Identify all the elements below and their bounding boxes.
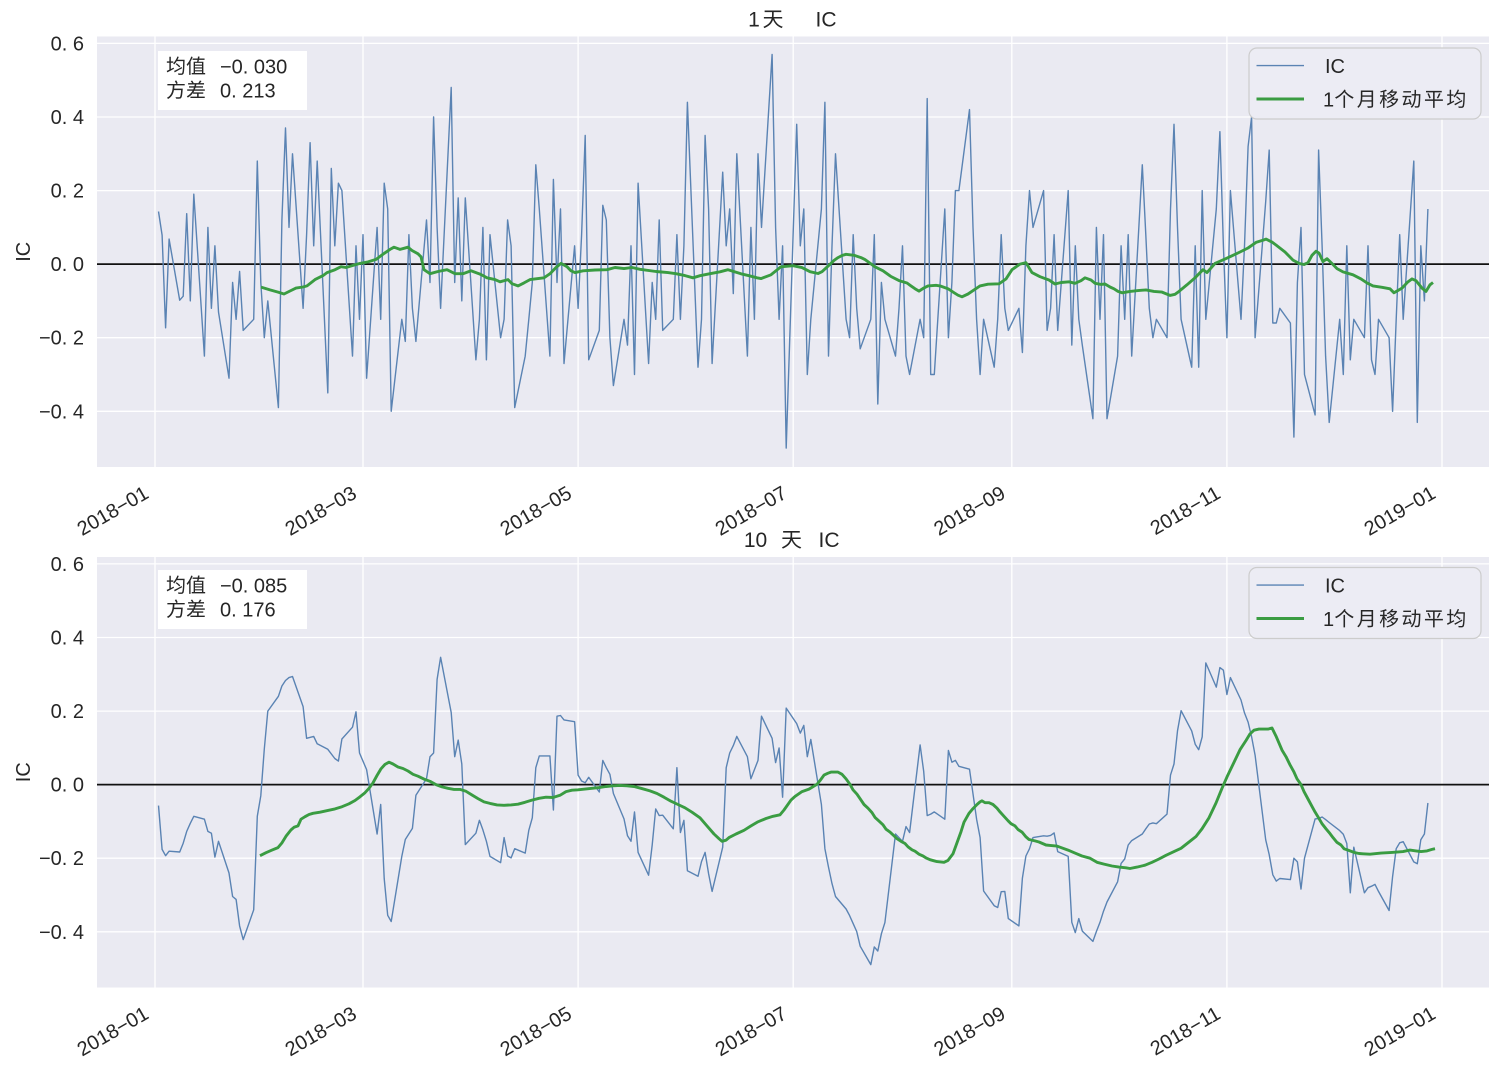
- svg-text:0. 4: 0. 4: [51, 628, 84, 650]
- svg-text:IC: IC: [819, 529, 840, 552]
- svg-text:−0. 2: −0. 2: [39, 328, 84, 350]
- svg-text:−0. 085: −0. 085: [220, 575, 287, 597]
- svg-text:IC: IC: [1325, 575, 1345, 597]
- svg-text:−0. 030: −0. 030: [220, 56, 287, 78]
- svg-text:IC: IC: [1325, 56, 1345, 78]
- svg-text:1: 1: [1323, 89, 1334, 111]
- svg-text:0. 0: 0. 0: [51, 254, 84, 276]
- svg-text:10: 10: [744, 529, 767, 552]
- svg-text:IC: IC: [13, 242, 35, 262]
- svg-text:IC: IC: [816, 9, 837, 32]
- svg-text:IC: IC: [13, 762, 35, 782]
- svg-text:0. 6: 0. 6: [51, 554, 84, 576]
- svg-text:−0. 2: −0. 2: [39, 848, 84, 870]
- svg-text:0. 0: 0. 0: [51, 775, 84, 797]
- svg-text:1: 1: [1323, 609, 1334, 631]
- svg-text:1: 1: [748, 9, 760, 32]
- svg-text:0. 6: 0. 6: [51, 33, 84, 55]
- svg-text:−0. 4: −0. 4: [39, 401, 84, 423]
- svg-text:0. 2: 0. 2: [51, 701, 84, 723]
- svg-text:0. 213: 0. 213: [220, 80, 276, 102]
- svg-text:−0. 4: −0. 4: [39, 922, 84, 944]
- svg-text:0. 176: 0. 176: [220, 599, 276, 621]
- svg-text:0. 4: 0. 4: [51, 107, 84, 129]
- svg-text:0. 2: 0. 2: [51, 181, 84, 203]
